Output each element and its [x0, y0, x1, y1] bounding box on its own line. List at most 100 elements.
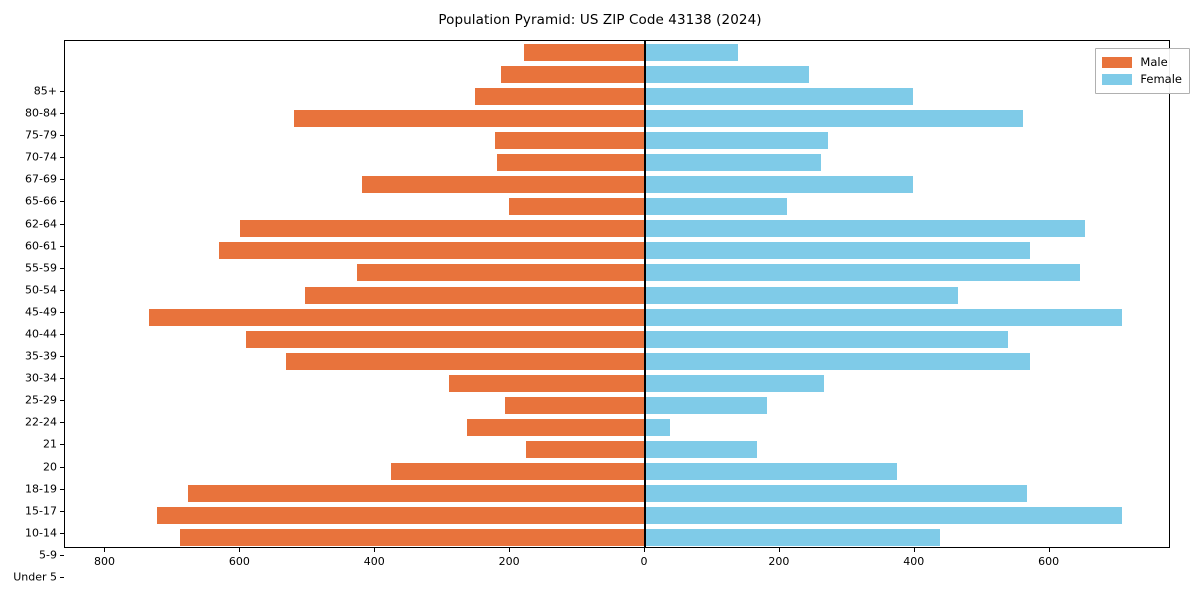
bar-male-35-39	[149, 308, 645, 326]
bar-male-60-61	[509, 198, 645, 216]
y-axis-tick	[60, 356, 64, 358]
y-axis-tick	[60, 201, 64, 203]
y-axis-label-80-84: 80-84	[25, 106, 57, 120]
bar-female-45-49	[644, 264, 1080, 282]
bar-female-80-84	[644, 65, 809, 83]
x-axis-tick	[643, 548, 645, 552]
x-axis-tick	[509, 548, 511, 552]
x-axis-tick	[1048, 548, 1050, 552]
bar-female-75-79	[644, 87, 913, 105]
y-axis-label-60-61: 60-61	[25, 239, 57, 253]
y-axis-label-21: 21	[43, 437, 57, 451]
bar-male-25-29	[285, 352, 645, 370]
bar-female-40-44	[644, 286, 958, 304]
y-axis-tick	[60, 466, 64, 468]
x-axis-tick	[239, 548, 241, 552]
bar-male-85-	[523, 43, 645, 61]
bar-female-65-66	[644, 153, 821, 171]
y-axis-label-10-14: 10-14	[25, 526, 57, 540]
y-axis-label-67-69: 67-69	[25, 172, 57, 186]
bar-male-70-74	[293, 109, 645, 127]
bar-male-75-79	[475, 87, 645, 105]
y-axis-label-under-5: Under 5	[13, 570, 57, 584]
y-axis-label-15-17: 15-17	[25, 504, 57, 518]
y-axis-label-75-79: 75-79	[25, 128, 57, 142]
y-axis-tick	[60, 157, 64, 159]
y-axis-tick	[60, 510, 64, 512]
y-axis-tick	[60, 378, 64, 380]
y-axis-label-85-: 85+	[33, 84, 57, 98]
x-axis-tick	[104, 548, 106, 552]
y-axis: Under 5 5-9 10-14 15-17 18-19 20 21 22-24 25-29 3…	[0, 40, 1200, 583]
bar-female-55-59	[644, 220, 1085, 238]
y-axis-tick	[60, 422, 64, 424]
x-axis-tick	[913, 548, 915, 552]
bar-male-18-19	[525, 441, 645, 459]
x-axis-tick	[778, 548, 780, 552]
x-axis-label-800-0: 800	[93, 555, 115, 568]
zero-axis-line	[644, 41, 646, 547]
bar-male-55-59	[240, 220, 645, 238]
bar-female-22-24	[644, 374, 825, 392]
legend-swatch-male	[1102, 57, 1133, 68]
x-axis-label-400-6: 400	[903, 555, 925, 568]
page-title: Population Pyramid: US ZIP Code 43138 (2…	[438, 12, 762, 28]
bar-female-70-74	[644, 109, 1023, 127]
y-axis-label-40-44: 40-44	[25, 327, 57, 341]
x-axis-label-200-3: 200	[498, 555, 520, 568]
bar-female-60-61	[644, 198, 788, 216]
y-axis-tick	[60, 444, 64, 446]
bar-female-10-14	[644, 485, 1027, 503]
bar-male-62-64	[362, 176, 645, 194]
bar-male-67-69	[494, 131, 645, 149]
bar-male-5-9	[156, 507, 645, 525]
legend-swatch-female	[1102, 74, 1133, 85]
y-axis-label-45-49: 45-49	[25, 305, 57, 319]
x-axis-label-400-2: 400	[363, 555, 385, 568]
bar-female-67-69	[644, 131, 829, 149]
y-axis-label-65-66: 65-66	[25, 194, 57, 208]
bar-male-80-84	[501, 65, 645, 83]
x-axis-label-600-7: 600	[1038, 555, 1060, 568]
y-axis-tick	[60, 91, 64, 93]
y-axis-label-25-29: 25-29	[25, 393, 57, 407]
bar-female-85-	[644, 43, 739, 61]
bar-male-10-14	[187, 485, 645, 503]
bar-female-35-39	[644, 308, 1122, 326]
bar-female-50-54	[644, 242, 1031, 260]
bar-female-25-29	[644, 352, 1031, 370]
x-axis-label-200-5: 200	[768, 555, 790, 568]
y-axis-label-70-74: 70-74	[25, 150, 57, 164]
y-axis-label-62-64: 62-64	[25, 217, 57, 231]
y-axis-tick	[60, 532, 64, 534]
bar-female-30-34	[644, 330, 1008, 348]
y-axis-label-55-59: 55-59	[25, 261, 57, 275]
bar-male-under-5	[179, 529, 645, 547]
bar-female-18-19	[644, 441, 757, 459]
x-axis-tick	[374, 548, 376, 552]
bar-male-50-54	[218, 242, 645, 260]
legend-item-female: Female	[1102, 71, 1182, 88]
y-axis-tick	[60, 179, 64, 181]
y-axis-label-50-54: 50-54	[25, 283, 57, 297]
y-axis-label-22-24: 22-24	[25, 415, 57, 429]
y-axis-tick	[60, 113, 64, 115]
legend-item-male: Male	[1102, 54, 1182, 71]
legend: Male Female	[1095, 48, 1190, 94]
bar-male-45-49	[357, 264, 645, 282]
legend-label-male: Male	[1140, 55, 1168, 69]
bar-male-22-24	[449, 374, 645, 392]
x-axis-label-0-4: 0	[640, 555, 648, 568]
bar-male-65-66	[497, 153, 645, 171]
bar-male-40-44	[305, 286, 645, 304]
y-axis-label-5-9: 5-9	[39, 548, 57, 562]
y-axis-label-18-19: 18-19	[25, 482, 57, 496]
bar-female-62-64	[644, 176, 913, 194]
y-axis-tick	[60, 289, 64, 291]
y-axis-tick	[60, 334, 64, 335]
x-axis-label-600-1: 600	[228, 555, 250, 568]
plot-area	[64, 40, 1170, 548]
bar-female-under-5	[644, 529, 941, 547]
